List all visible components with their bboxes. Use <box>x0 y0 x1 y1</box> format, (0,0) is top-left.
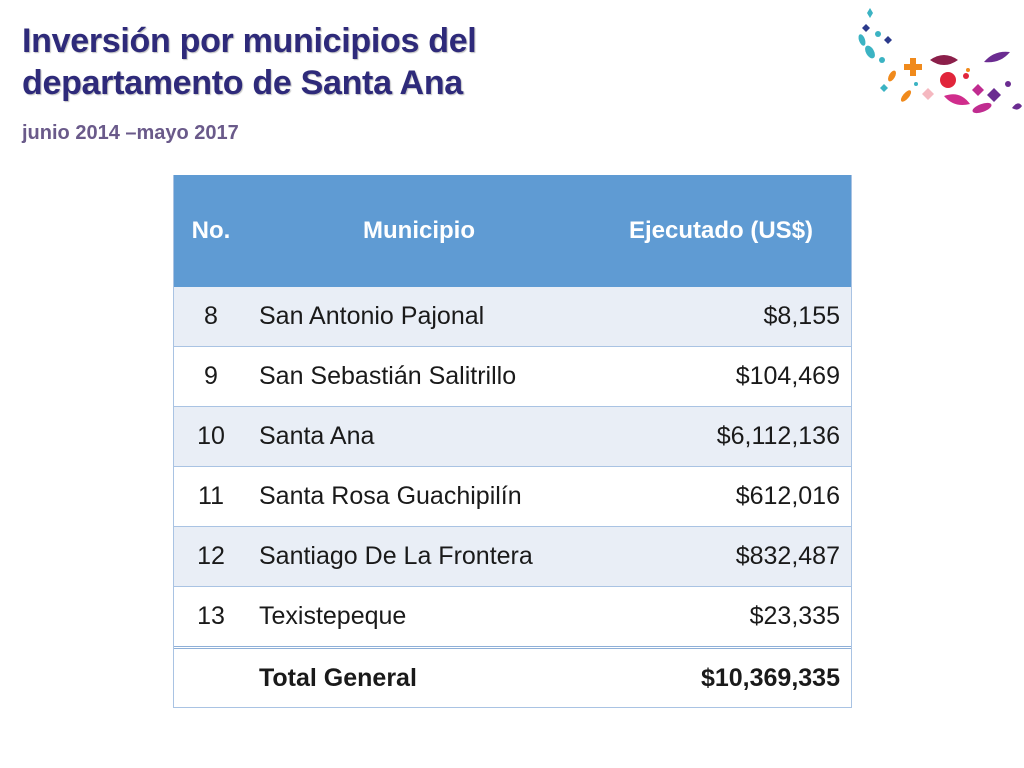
row-no: 11 <box>173 466 249 527</box>
row-ejecutado: $8,155 <box>599 287 852 347</box>
table-row: 9 San Sebastián Salitrillo $104,469 <box>173 346 852 407</box>
title-line-1: Inversión por municipios del <box>22 22 477 60</box>
total-value: $10,369,335 <box>599 646 852 708</box>
row-no: 8 <box>173 287 249 347</box>
title-line-2: departamento de Santa Ana <box>22 64 463 102</box>
row-ejecutado: $6,112,136 <box>599 406 852 467</box>
investment-table: No. Municipio Ejecutado (US$) 8 San Anto… <box>173 175 852 708</box>
row-ejecutado: $23,335 <box>599 586 852 648</box>
table-row: 12 Santiago De La Frontera $832,487 <box>173 526 852 587</box>
total-label: Total General <box>249 646 599 708</box>
row-no: 12 <box>173 526 249 587</box>
row-no: 10 <box>173 406 249 467</box>
confetti-logo-icon <box>858 8 1022 114</box>
table-header-row: No. Municipio Ejecutado (US$) <box>173 175 852 287</box>
table-row: 11 Santa Rosa Guachipilín $612,016 <box>173 466 852 527</box>
table-row: 8 San Antonio Pajonal $8,155 <box>173 287 852 347</box>
row-no: 9 <box>173 346 249 407</box>
row-ejecutado: $104,469 <box>599 346 852 407</box>
page-title: Inversión por municipios del departament… <box>22 20 477 104</box>
header-municipio: Municipio <box>249 175 599 287</box>
row-municipio: Santa Ana <box>249 406 599 467</box>
row-ejecutado: $832,487 <box>599 526 852 587</box>
row-municipio: San Sebastián Salitrillo <box>249 346 599 407</box>
row-municipio: Santa Rosa Guachipilín <box>249 466 599 527</box>
total-row: Total General $10,369,335 <box>173 646 852 708</box>
row-municipio: San Antonio Pajonal <box>249 287 599 347</box>
header-ejecutado: Ejecutado (US$) <box>599 175 852 287</box>
table-row: 13 Texistepeque $23,335 <box>173 586 852 648</box>
row-municipio: Texistepeque <box>249 586 599 648</box>
row-ejecutado: $612,016 <box>599 466 852 527</box>
header-no: No. <box>173 175 249 287</box>
table-row: 10 Santa Ana $6,112,136 <box>173 406 852 467</box>
total-no-cell <box>173 646 249 708</box>
investment-table-container: No. Municipio Ejecutado (US$) 8 San Anto… <box>173 175 852 708</box>
row-no: 13 <box>173 586 249 648</box>
row-municipio: Santiago De La Frontera <box>249 526 599 587</box>
page-subtitle: junio 2014 –mayo 2017 <box>22 122 239 144</box>
